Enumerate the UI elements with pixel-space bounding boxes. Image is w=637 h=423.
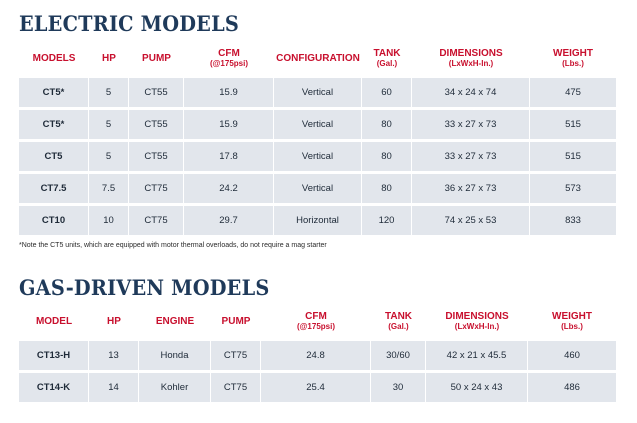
gas-driven-models-table: MODEL HP ENGINE PUMP CFM (@175psi) TANK (G… [19,303,616,405]
cell-hp: 5 [89,142,129,174]
header-engine: ENGINE [155,316,195,327]
cell-hp: 5 [89,110,129,142]
electric-models-table: MODELS HP PUMP CFM (@175psi) CONFIGURATIO… [19,40,616,238]
cell-cfm: 25.4 [261,373,371,405]
cell-weight: 515 [530,110,616,142]
cell-configuration: Vertical [274,174,362,206]
cell-weight: 486 [528,373,616,405]
header-cfm: CFM (@175psi) [209,48,249,69]
header-hp: HP [107,316,121,327]
header-dimensions: DIMENSIONS (LxWxH-In.) [445,311,509,332]
header-tank: TANK (Gal.) [384,311,413,332]
cell-configuration: Horizontal [274,206,362,238]
electric-models-title: ELECTRIC MODELS [19,11,239,36]
cell-dimensions: 50 x 24 x 43 [426,373,528,405]
cell-configuration: Vertical [274,142,362,174]
cell-model: CT14-K [19,373,89,405]
table-row: CT13-H 13 Honda CT75 24.8 30/60 42 x 21 … [19,341,616,373]
cell-dimensions: 34 x 24 x 74 [412,78,530,110]
cell-dimensions: 74 x 25 x 53 [412,206,530,238]
cell-tank: 80 [362,174,412,206]
cell-tank: 120 [362,206,412,238]
cell-tank: 80 [362,110,412,142]
cell-cfm: 29.7 [184,206,274,238]
cell-pump: CT75 [129,174,184,206]
cell-hp: 10 [89,206,129,238]
cell-engine: Honda [139,341,211,373]
cell-cfm: 24.2 [184,174,274,206]
cell-dimensions: 33 x 27 x 73 [412,110,530,142]
table-row: CT14-K 14 Kohler CT75 25.4 30 50 x 24 x … [19,373,616,405]
header-configuration: CONFIGURATION [276,53,360,64]
cell-pump: CT75 [211,373,261,405]
table-header-row: MODELS HP PUMP CFM (@175psi) CONFIGURATIO… [19,40,616,78]
cell-dimensions: 36 x 27 x 73 [412,174,530,206]
table-row: CT7.5 7.5 CT75 24.2 Vertical 80 36 x 27 … [19,174,616,206]
cell-configuration: Vertical [274,78,362,110]
header-pump: PUMP [142,53,171,64]
cell-model: CT10 [19,206,89,238]
cell-cfm: 24.8 [261,341,371,373]
cell-cfm: 15.9 [184,78,274,110]
cell-tank: 80 [362,142,412,174]
gas-driven-models-title: GAS-DRIVEN MODELS [19,275,270,300]
cell-hp: 5 [89,78,129,110]
header-weight: WEIGHT (Lbs.) [553,48,593,69]
header-hp: HP [102,53,116,64]
cell-weight: 573 [530,174,616,206]
cell-tank: 30/60 [371,341,426,373]
table-row: CT5 5 CT55 17.8 Vertical 80 33 x 27 x 73… [19,142,616,174]
cell-model: CT7.5 [19,174,89,206]
cell-dimensions: 42 x 21 x 45.5 [426,341,528,373]
cell-pump: CT55 [129,142,184,174]
header-tank: TANK (Gal.) [373,48,401,69]
table-row: CT10 10 CT75 29.7 Horizontal 120 74 x 25… [19,206,616,238]
cell-pump: CT55 [129,110,184,142]
table-header-row: MODEL HP ENGINE PUMP CFM (@175psi) TANK (G… [19,303,616,341]
cell-model: CT5* [19,110,89,142]
cell-weight: 475 [530,78,616,110]
cell-hp: 13 [89,341,139,373]
header-cfm: CFM (@175psi) [296,311,336,332]
cell-pump: CT75 [129,206,184,238]
cell-tank: 30 [371,373,426,405]
cell-hp: 7.5 [89,174,129,206]
cell-tank: 60 [362,78,412,110]
header-model: MODEL [35,316,73,327]
cell-engine: Kohler [139,373,211,405]
cell-hp: 14 [89,373,139,405]
cell-weight: 460 [528,341,616,373]
cell-model: CT13-H [19,341,89,373]
table-row: CT5* 5 CT55 15.9 Vertical 60 34 x 24 x 7… [19,78,616,110]
header-pump: PUMP [221,316,251,327]
cell-configuration: Vertical [274,110,362,142]
header-dimensions: DIMENSIONS (LxWxH-In.) [439,48,503,69]
cell-model: CT5 [19,142,89,174]
table-row: CT5* 5 CT55 15.9 Vertical 80 33 x 27 x 7… [19,110,616,142]
cell-model: CT5* [19,78,89,110]
cell-cfm: 17.8 [184,142,274,174]
cell-weight: 515 [530,142,616,174]
cell-cfm: 15.9 [184,110,274,142]
cell-weight: 833 [530,206,616,238]
cell-dimensions: 33 x 27 x 73 [412,142,530,174]
footnote: *Note the CT5 units, which are equipped … [19,242,327,249]
header-weight: WEIGHT (Lbs.) [552,311,592,332]
header-models: MODELS [32,53,76,64]
cell-pump: CT55 [129,78,184,110]
cell-pump: CT75 [211,341,261,373]
